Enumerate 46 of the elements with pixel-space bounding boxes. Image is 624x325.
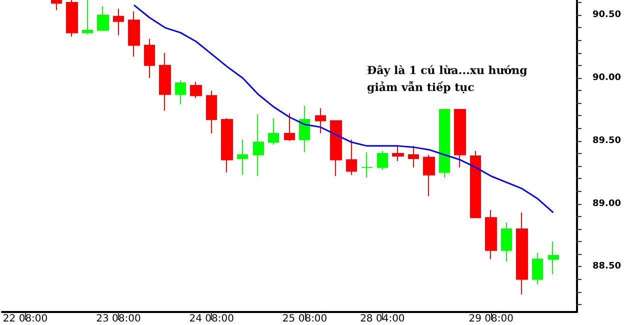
- x-tick-label: 23 08:00: [96, 314, 141, 324]
- candlestick: [408, 145, 419, 168]
- x-tick-label: 25 08:00: [282, 314, 328, 324]
- candlestick: [128, 10, 140, 58]
- candlestick: [315, 108, 326, 134]
- x-tick-label: 24 08:00: [189, 314, 234, 324]
- candlestick: [82, 0, 93, 34]
- candlestick: [392, 145, 404, 162]
- x-tick-label: 22 08:00: [2, 314, 48, 324]
- candlestick: [299, 105, 310, 153]
- y-tick-label: 89.50: [592, 136, 621, 146]
- candlestick: [361, 152, 373, 178]
- candlestick: [113, 8, 124, 36]
- candlestick: [190, 81, 202, 99]
- candlestick: [253, 114, 264, 177]
- candlestick: [51, 0, 62, 11]
- candlestick: [470, 150, 481, 218]
- candlestick: [330, 120, 342, 177]
- candlestick: [237, 139, 248, 176]
- candlestick: [175, 80, 186, 105]
- y-tick-label: 89.00: [592, 198, 621, 209]
- annotation: Đây là 1 cú lừa...xu hướng giảm vẫn tiếp tục: [367, 64, 528, 94]
- candlestick: [439, 108, 450, 178]
- candlestick: [548, 241, 559, 275]
- y-tick-label: 90.00: [592, 73, 621, 83]
- candlestick: [377, 150, 388, 170]
- y-tick-label: 88.50: [592, 262, 621, 272]
- y-tick-label: 90.50: [592, 10, 621, 20]
- candlestick: [532, 252, 543, 285]
- candlestick: [423, 154, 435, 197]
- candlestick: [485, 210, 497, 260]
- candlestick: [346, 139, 357, 176]
- candlestick: [159, 52, 171, 112]
- candlestick: [221, 118, 233, 173]
- candlestick: [268, 118, 279, 146]
- candlestick: [516, 212, 528, 295]
- candlestick: [144, 38, 155, 78]
- candlestick: [454, 108, 466, 168]
- candlestick: [97, 6, 109, 31]
- candlestick: [66, 0, 78, 37]
- candlestick: [284, 112, 295, 142]
- x-tick-label: 28 04:00: [360, 314, 405, 324]
- x-tick-label: 29 08:00: [468, 314, 514, 324]
- candlestick: [206, 90, 217, 134]
- candlestick: [501, 222, 512, 262]
- line-series: [133, 4, 554, 214]
